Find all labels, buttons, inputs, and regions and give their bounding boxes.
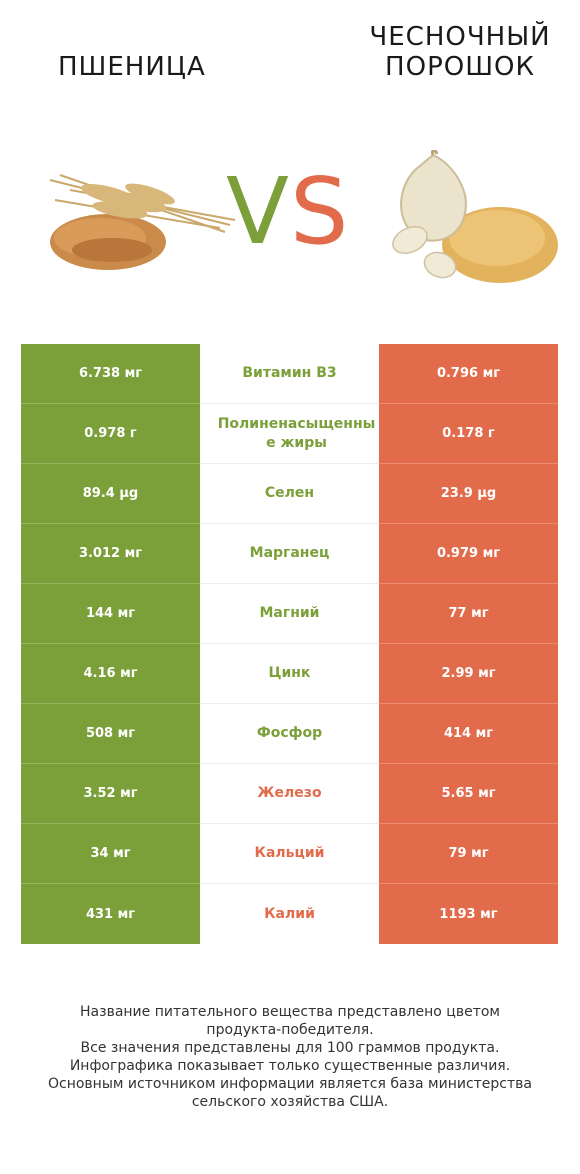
right-title-line-1: ЧЕСНОЧНЫЙ (369, 22, 551, 52)
footer-line-2: продукта-победителя. (206, 1022, 374, 1038)
left-value: 6.738 мг (21, 344, 200, 404)
nutrient-name: Марганец (200, 524, 379, 584)
vs-letter-s: S (290, 158, 349, 265)
right-value: 1193 мг (379, 884, 558, 944)
left-value: 3.52 мг (21, 764, 200, 824)
nutrient-name: Полиненасыщенные жиры (200, 404, 379, 464)
nutrient-name: Цинк (200, 644, 379, 704)
right-value: 0.979 мг (379, 524, 558, 584)
left-value: 431 мг (21, 884, 200, 944)
right-value: 5.65 мг (379, 764, 558, 824)
left-value: 34 мг (21, 824, 200, 884)
right-value: 23.9 µg (379, 464, 558, 524)
nutrient-name: Кальций (200, 824, 379, 884)
footer-line-4: Инфографика показывает только существенн… (69, 1058, 511, 1074)
left-product-title: ПШЕНИЦА (58, 52, 206, 82)
nutrient-name: Фосфор (200, 704, 379, 764)
garlic-powder-image (392, 150, 558, 283)
left-value: 0.978 г (21, 404, 200, 464)
left-value: 144 мг (21, 584, 200, 644)
table-row: 89.4 µg Селен 23.9 µg (21, 464, 558, 524)
right-value: 0.796 мг (379, 344, 558, 404)
table-row: 3.52 мг Железо 5.65 мг (21, 764, 558, 824)
left-value: 4.16 мг (21, 644, 200, 704)
nutrient-name: Железо (200, 764, 379, 824)
footer-line-5: Основным источником информации является … (48, 1076, 532, 1092)
table-row: 0.978 г Полиненасыщенные жиры 0.178 г (21, 404, 558, 464)
table-row: 508 мг Фосфор 414 мг (21, 704, 558, 764)
right-product-title: ЧЕСНОЧНЫЙ ПОРОШОК (360, 22, 560, 82)
nutrient-name: Магний (200, 584, 379, 644)
right-value: 0.178 г (379, 404, 558, 464)
table-row: 144 мг Магний 77 мг (21, 584, 558, 644)
right-value: 77 мг (379, 584, 558, 644)
table-row: 431 мг Калий 1193 мг (21, 884, 558, 944)
table-row: 4.16 мг Цинк 2.99 мг (21, 644, 558, 704)
nutrient-table: 6.738 мг Витамин B3 0.796 мг 0.978 г Полинен… (21, 344, 558, 944)
footer-line-6: сельского хозяйства США. (191, 1094, 389, 1110)
table-row: 6.738 мг Витамин B3 0.796 мг (21, 344, 558, 404)
left-value: 3.012 мг (21, 524, 200, 584)
left-value: 508 мг (21, 704, 200, 764)
right-value: 414 мг (379, 704, 558, 764)
nutrient-name: Селен (200, 464, 379, 524)
left-value: 89.4 µg (21, 464, 200, 524)
right-value: 79 мг (379, 824, 558, 884)
table-row: 3.012 мг Марганец 0.979 мг (21, 524, 558, 584)
footer-line-1: Название питательного вещества представл… (80, 1004, 500, 1020)
footer-note: Название питательного вещества представл… (20, 1003, 560, 1111)
nutrient-name: Калий (264, 905, 315, 922)
footer-line-3: Все значения представлены для 100 граммо… (80, 1040, 500, 1056)
right-value: 2.99 мг (379, 644, 558, 704)
nutrient-name: Витамин B3 (200, 344, 379, 404)
table-row: 34 мг Кальций 79 мг (21, 824, 558, 884)
right-title-line-2: ПОРОШОК (385, 52, 535, 82)
wheat-image (49, 174, 236, 270)
vs-letter-v: V (226, 158, 289, 265)
